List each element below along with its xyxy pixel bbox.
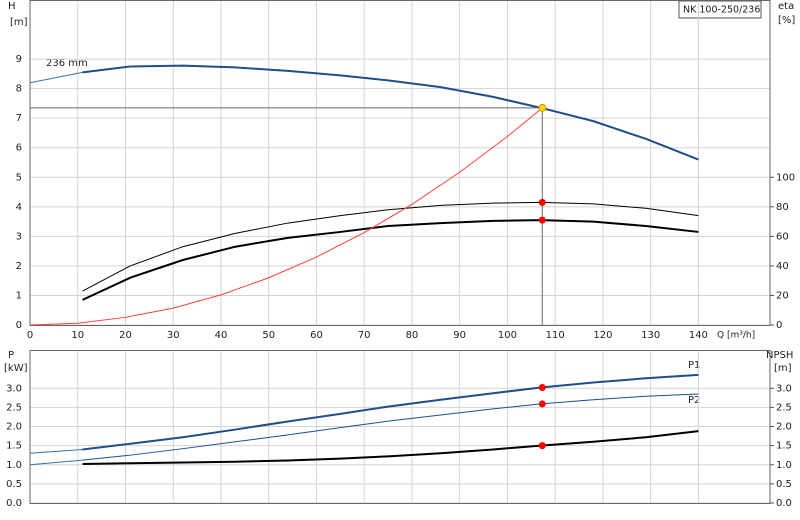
y-tick-label: 8 [16, 84, 22, 95]
curve [29, 448, 83, 454]
y2-label: eta [778, 1, 794, 12]
y-tick-label: 7 [16, 113, 22, 124]
x-tick-label: 100 [498, 330, 517, 341]
y-tick-label: 2.5 [6, 402, 22, 413]
duty-point [538, 103, 547, 112]
y2-tick-label: 0.5 [776, 479, 792, 490]
y-unit: [m] [10, 17, 28, 28]
y2-unit: [%] [778, 15, 795, 26]
y-tick-label: 4 [16, 202, 22, 213]
plot-frame [29, 350, 771, 504]
y-tick-label: 1.5 [6, 441, 22, 452]
curve [29, 459, 83, 466]
x-tick-label: 130 [641, 330, 660, 341]
y2-tick-label: 1.5 [776, 441, 792, 452]
y2-tick-label: 0 [776, 320, 782, 331]
plot-frame [29, 0, 771, 326]
x-tick-label: 120 [593, 330, 612, 341]
y2-tick-label: 2.0 [776, 422, 792, 433]
curve [82, 201, 699, 292]
curve [29, 107, 543, 326]
x-tick-label: 30 [167, 330, 180, 341]
curve [82, 393, 699, 461]
duty-point [538, 400, 546, 408]
y2-tick-label: 2.5 [776, 402, 792, 413]
y-tick-label: 6 [16, 143, 22, 154]
duty-point [538, 216, 546, 224]
y2-tick-label: 100 [776, 172, 795, 183]
x-tick-label: 80 [406, 330, 419, 341]
curve [82, 373, 699, 451]
x-tick-label: 40 [215, 330, 228, 341]
chart-title: NK 100-250/236 [683, 5, 760, 16]
curve [29, 71, 83, 84]
duty-point [538, 383, 546, 391]
x-tick-label: 20 [119, 330, 132, 341]
y-tick-label: 2 [16, 261, 22, 272]
duty-point [538, 442, 546, 450]
x-tick-label: 60 [310, 330, 323, 341]
x-tick-label: 50 [262, 330, 275, 341]
curve [82, 219, 699, 301]
y-tick-label: 1 [16, 290, 22, 301]
y-label: H [8, 1, 16, 12]
y-tick-label: 3.0 [6, 383, 22, 394]
y-tick-label: 2.0 [6, 422, 22, 433]
y2-unit: [m] [774, 363, 792, 374]
duty-point [538, 198, 546, 206]
y2-tick-label: 60 [776, 231, 789, 242]
y-tick-label: 0.0 [6, 498, 22, 509]
y-unit: [kW] [4, 363, 28, 374]
curve [82, 430, 699, 465]
y2-tick-label: 0.0 [776, 498, 792, 509]
x-tick-label: 10 [71, 330, 84, 341]
y-tick-label: 5 [16, 172, 22, 183]
y-tick-label: 9 [16, 54, 22, 65]
x-tick-label: 140 [689, 330, 708, 341]
y2-tick-label: 20 [776, 290, 789, 301]
y2-tick-label: 1.0 [776, 460, 792, 471]
y2-label: NPSH [766, 350, 793, 361]
y2-tick-label: 40 [776, 261, 789, 272]
x-tick-label: 90 [453, 330, 466, 341]
x-tick-label: 70 [358, 330, 371, 341]
y2-tick-label: 3.0 [776, 383, 792, 394]
x-label: Q [m³/h] [717, 331, 755, 341]
x-tick-label: 0 [27, 330, 33, 341]
y-tick-label: 3 [16, 231, 22, 242]
series-label: P2 [688, 395, 700, 406]
y2-tick-label: 80 [776, 202, 789, 213]
curve [82, 64, 699, 161]
y-label: P [8, 350, 14, 361]
annotation: 236 mm [46, 58, 88, 69]
series-label: P1 [688, 360, 700, 371]
y-tick-label: 0 [16, 320, 22, 331]
y-tick-label: 1.0 [6, 460, 22, 471]
y-tick-label: 0.5 [6, 479, 22, 490]
x-tick-label: 110 [546, 330, 565, 341]
